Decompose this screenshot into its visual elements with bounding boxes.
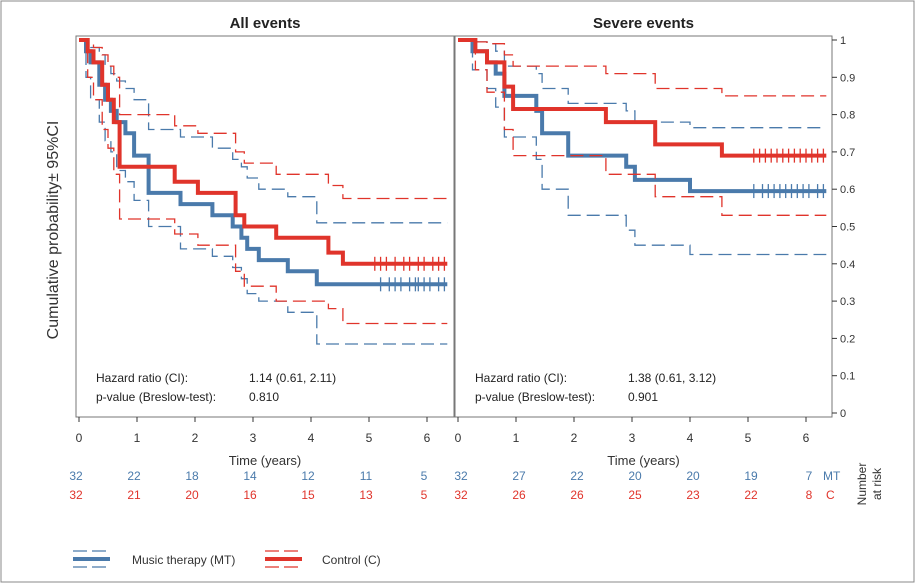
- risk-label-c: C: [826, 488, 835, 502]
- x-tick-label: 4: [687, 431, 694, 445]
- y-tick-label: 0.9: [840, 72, 855, 84]
- at-risk-c: 13: [359, 488, 373, 502]
- at-risk-c: 26: [570, 488, 584, 502]
- x-tick-label: 5: [745, 431, 752, 445]
- at-risk-c: 5: [421, 488, 428, 502]
- x-tick-label: 2: [571, 431, 578, 445]
- x-axis-label: Time (years): [229, 453, 301, 468]
- at-risk-mt: 14: [243, 469, 257, 483]
- y-tick-label: 0: [840, 408, 846, 420]
- p-value: 0.810: [249, 390, 279, 404]
- legend: Music therapy (MT) Control (C): [73, 550, 381, 568]
- legend-item-c: Control (C): [265, 550, 381, 568]
- x-tick-label: 2: [192, 431, 199, 445]
- at-risk-mt: 20: [686, 469, 700, 483]
- at-risk-mt: 5: [421, 469, 428, 483]
- risk-header-line1: Number: [855, 463, 869, 506]
- x-tick-label: 4: [308, 431, 315, 445]
- hazard-ratio-label: Hazard ratio (CI):: [96, 371, 188, 385]
- survival-line-c: [458, 38, 827, 158]
- at-risk-mt: 7: [806, 469, 813, 483]
- x-axis-label: Time (years): [607, 453, 679, 468]
- panel-title: All events: [230, 15, 301, 32]
- p-value-label: p-value (Breslow-test):: [475, 390, 595, 404]
- at-risk-mt: 11: [360, 469, 373, 483]
- risk-label-mt: MT: [823, 469, 841, 483]
- x-tick-label: 3: [629, 431, 636, 445]
- p-value: 0.901: [628, 390, 658, 404]
- hazard-ratio-value: 1.14 (0.61, 2.11): [249, 371, 336, 385]
- risk-header-line2: at risk: [870, 467, 884, 500]
- at-risk-c: 32: [454, 488, 468, 502]
- y-axis-label: Cumulative probability± 95%CI: [45, 121, 62, 340]
- hazard-ratio-label: Hazard ratio (CI):: [475, 371, 567, 385]
- legend-mt-label: Music therapy (MT): [132, 553, 235, 567]
- at-risk-mt: 32: [69, 469, 83, 483]
- at-risk-c: 32: [69, 488, 83, 502]
- at-risk-mt: 12: [301, 469, 315, 483]
- y-tick-label: 0.5: [840, 222, 855, 234]
- at-risk-mt: 27: [512, 469, 526, 483]
- x-tick-label: 0: [76, 431, 83, 445]
- at-risk-c: 15: [301, 488, 315, 502]
- x-tick-label: 6: [803, 431, 810, 445]
- ci-lower-c: [79, 39, 448, 325]
- at-risk-c: 26: [512, 488, 526, 502]
- x-tick-label: 0: [455, 431, 462, 445]
- x-tick-label: 6: [424, 431, 431, 445]
- y-tick-label: 0.1: [840, 371, 855, 383]
- at-risk-c: 21: [127, 488, 141, 502]
- survival-line-c: [79, 38, 448, 266]
- at-risk-c: 20: [185, 488, 199, 502]
- y-tick-label: 0.6: [840, 184, 855, 196]
- y-tick-label: 0.8: [840, 110, 855, 122]
- ci-lower-mt: [79, 39, 448, 345]
- panel-title: Severe events: [593, 15, 694, 32]
- ci-upper-c: [458, 39, 827, 97]
- ci-upper-c: [79, 39, 448, 200]
- y-tick-label: 1: [840, 35, 846, 47]
- at-risk-c: 23: [686, 488, 700, 502]
- ci-lower-mt: [458, 39, 827, 256]
- at-risk-c: 16: [243, 488, 257, 502]
- at-risk-c: 8: [806, 488, 813, 502]
- at-risk-mt: 20: [628, 469, 642, 483]
- legend-c-label: Control (C): [322, 553, 381, 567]
- p-value-label: p-value (Breslow-test):: [96, 390, 216, 404]
- x-tick-label: 5: [366, 431, 373, 445]
- x-tick-label: 1: [513, 431, 520, 445]
- x-tick-label: 3: [250, 431, 257, 445]
- ci-lower-c: [458, 39, 827, 216]
- at-risk-mt: 22: [570, 469, 584, 483]
- survival-line-mt: [79, 38, 448, 287]
- at-risk-c: 22: [744, 488, 758, 502]
- x-tick-label: 1: [134, 431, 141, 445]
- hazard-ratio-value: 1.38 (0.61, 3.12): [628, 371, 716, 385]
- y-tick-label: 0.3: [840, 296, 855, 308]
- at-risk-mt: 18: [185, 469, 199, 483]
- y-tick-label: 0.2: [840, 333, 855, 345]
- at-risk-c: 25: [628, 488, 642, 502]
- at-risk-mt: 32: [454, 469, 468, 483]
- y-tick-label: 0.4: [840, 259, 855, 271]
- ci-upper-mt: [79, 39, 448, 224]
- panel-frame: [75, 35, 455, 418]
- y-tick-label: 0.7: [840, 147, 855, 159]
- at-risk-mt: 22: [127, 469, 141, 483]
- at-risk-mt: 19: [744, 469, 758, 483]
- legend-item-mt: Music therapy (MT): [73, 550, 235, 568]
